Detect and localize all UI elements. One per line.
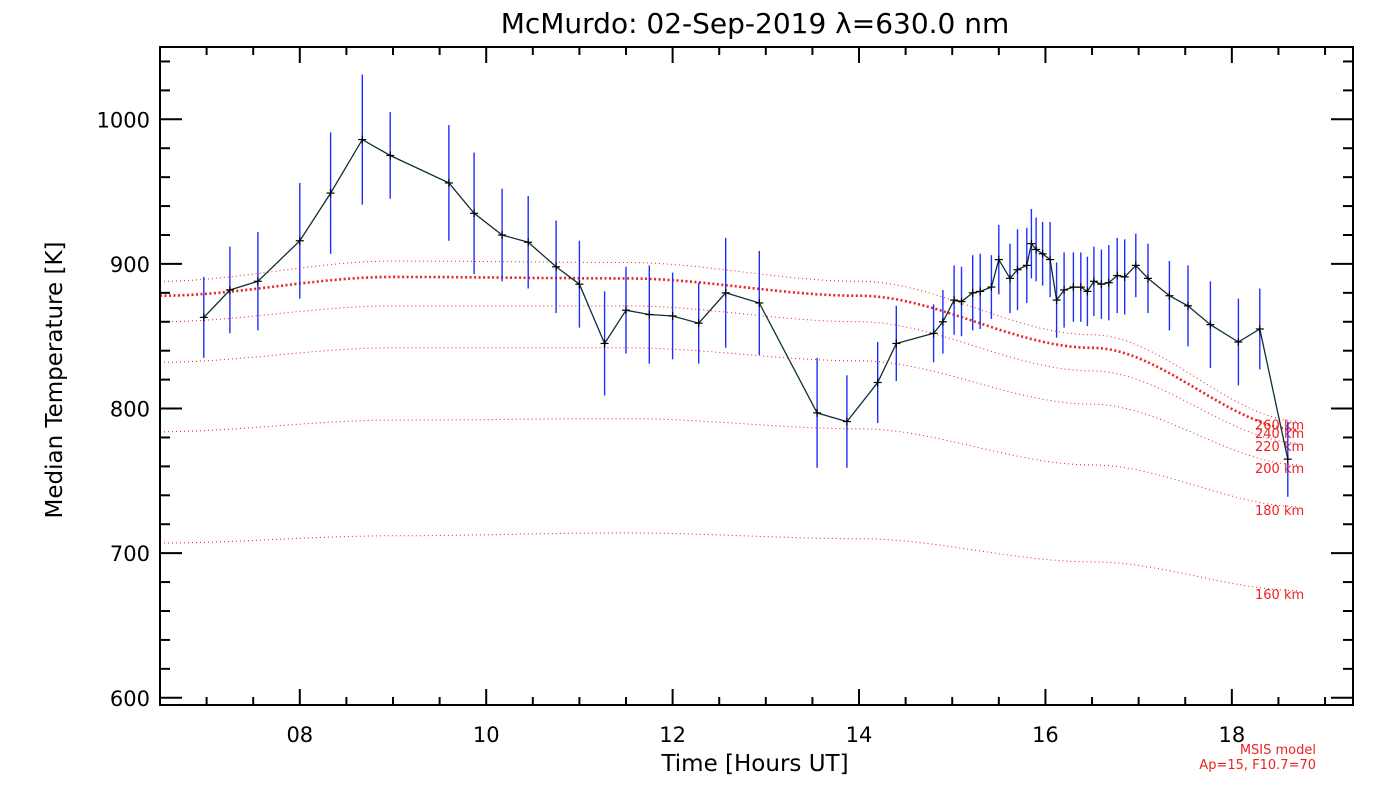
data-point bbox=[721, 288, 730, 297]
data-point bbox=[1120, 272, 1129, 281]
data-point bbox=[892, 339, 901, 348]
data-point bbox=[386, 151, 395, 160]
model-curve bbox=[159, 347, 1298, 466]
model-curve bbox=[160, 260, 1298, 422]
model-params-label: Ap=15, F10.7=70 bbox=[1199, 758, 1316, 773]
data-point bbox=[1131, 261, 1140, 270]
data-point bbox=[1143, 274, 1152, 283]
data-point bbox=[253, 277, 262, 286]
model-curve bbox=[160, 305, 1298, 444]
data-point bbox=[938, 317, 947, 326]
data-point bbox=[842, 417, 851, 426]
model-curve bbox=[160, 275, 1298, 432]
model-curve-label: 260 km bbox=[1255, 419, 1304, 434]
chart-title: McMurdo: 02-Sep-2019 λ=630.0 nm bbox=[501, 7, 1010, 40]
model-curve bbox=[160, 532, 1298, 592]
data-point bbox=[1097, 280, 1106, 289]
axis-ticks: 08 10 12 14 16 18 600 700 800 900 1000 bbox=[97, 47, 1353, 747]
data-point bbox=[1283, 455, 1292, 464]
data-point bbox=[498, 231, 507, 239]
x-tick-label: 16 bbox=[1032, 723, 1059, 747]
data-point bbox=[1006, 274, 1015, 283]
y-tick-label: 600 bbox=[110, 687, 150, 711]
data-point bbox=[1076, 283, 1085, 292]
data-point bbox=[444, 178, 453, 187]
data-point bbox=[1052, 296, 1061, 305]
data-point bbox=[1104, 278, 1113, 287]
data-point bbox=[552, 262, 561, 271]
data-point bbox=[987, 283, 996, 292]
data-point bbox=[1206, 320, 1215, 329]
plot-frame bbox=[159, 46, 1354, 706]
x-tick-label: 18 bbox=[1218, 723, 1245, 747]
data-point bbox=[976, 287, 985, 296]
data-point bbox=[622, 306, 631, 315]
data-point bbox=[694, 319, 703, 328]
data-point bbox=[994, 255, 1003, 264]
y-tick-label: 700 bbox=[110, 542, 150, 566]
y-tick-label: 1000 bbox=[97, 108, 150, 132]
y-tick-label: 800 bbox=[110, 398, 150, 422]
data-point bbox=[1046, 255, 1055, 264]
data-point bbox=[813, 408, 822, 417]
data-point bbox=[1027, 239, 1036, 248]
data-point bbox=[645, 310, 654, 319]
x-axis-label: Time [Hours UT] bbox=[660, 751, 848, 777]
data-point bbox=[199, 313, 208, 322]
data-point bbox=[1089, 277, 1098, 286]
data-point bbox=[1234, 338, 1243, 347]
data-point bbox=[600, 339, 609, 348]
x-tick-label: 14 bbox=[846, 723, 873, 747]
data-point bbox=[470, 209, 479, 218]
data-point bbox=[524, 238, 533, 247]
data-point bbox=[950, 296, 959, 305]
model-curve-label: 200 km bbox=[1255, 462, 1304, 477]
data-point bbox=[1038, 249, 1047, 258]
data-point bbox=[1060, 285, 1069, 294]
data-point bbox=[225, 285, 234, 294]
x-tick-label: 08 bbox=[286, 723, 313, 747]
model-curve-label: 160 km bbox=[1255, 588, 1304, 603]
data-point bbox=[295, 236, 304, 245]
data-point bbox=[1113, 271, 1122, 280]
model-curve bbox=[160, 418, 1298, 508]
model-curve-label: 220 km bbox=[1255, 440, 1304, 455]
y-axis-label: Median Temperature [K] bbox=[42, 242, 68, 519]
data-point bbox=[1069, 283, 1078, 292]
data-point bbox=[1083, 287, 1092, 296]
x-tick-label: 12 bbox=[659, 723, 686, 747]
y-tick-label: 900 bbox=[110, 253, 150, 277]
data-point bbox=[968, 288, 977, 297]
model-curve-label: 240 km bbox=[1255, 427, 1304, 442]
data-point bbox=[1165, 291, 1174, 300]
temperature-series bbox=[199, 74, 1292, 497]
data-point bbox=[326, 189, 335, 198]
data-point bbox=[1255, 325, 1264, 333]
data-point bbox=[668, 311, 677, 320]
data-point bbox=[957, 297, 966, 306]
model-name-label: MSIS model bbox=[1240, 743, 1316, 758]
data-point bbox=[755, 298, 764, 307]
data-point bbox=[1022, 261, 1031, 270]
data-point bbox=[1184, 301, 1193, 310]
data-point bbox=[873, 378, 882, 387]
data-point bbox=[358, 135, 367, 144]
plot-border bbox=[159, 46, 1354, 706]
data-point bbox=[575, 280, 584, 289]
model-curve-label: 180 km bbox=[1255, 504, 1304, 519]
data-point bbox=[929, 329, 938, 338]
data-point bbox=[1013, 265, 1022, 274]
data-point bbox=[1032, 245, 1041, 254]
x-tick-label: 10 bbox=[473, 723, 500, 747]
